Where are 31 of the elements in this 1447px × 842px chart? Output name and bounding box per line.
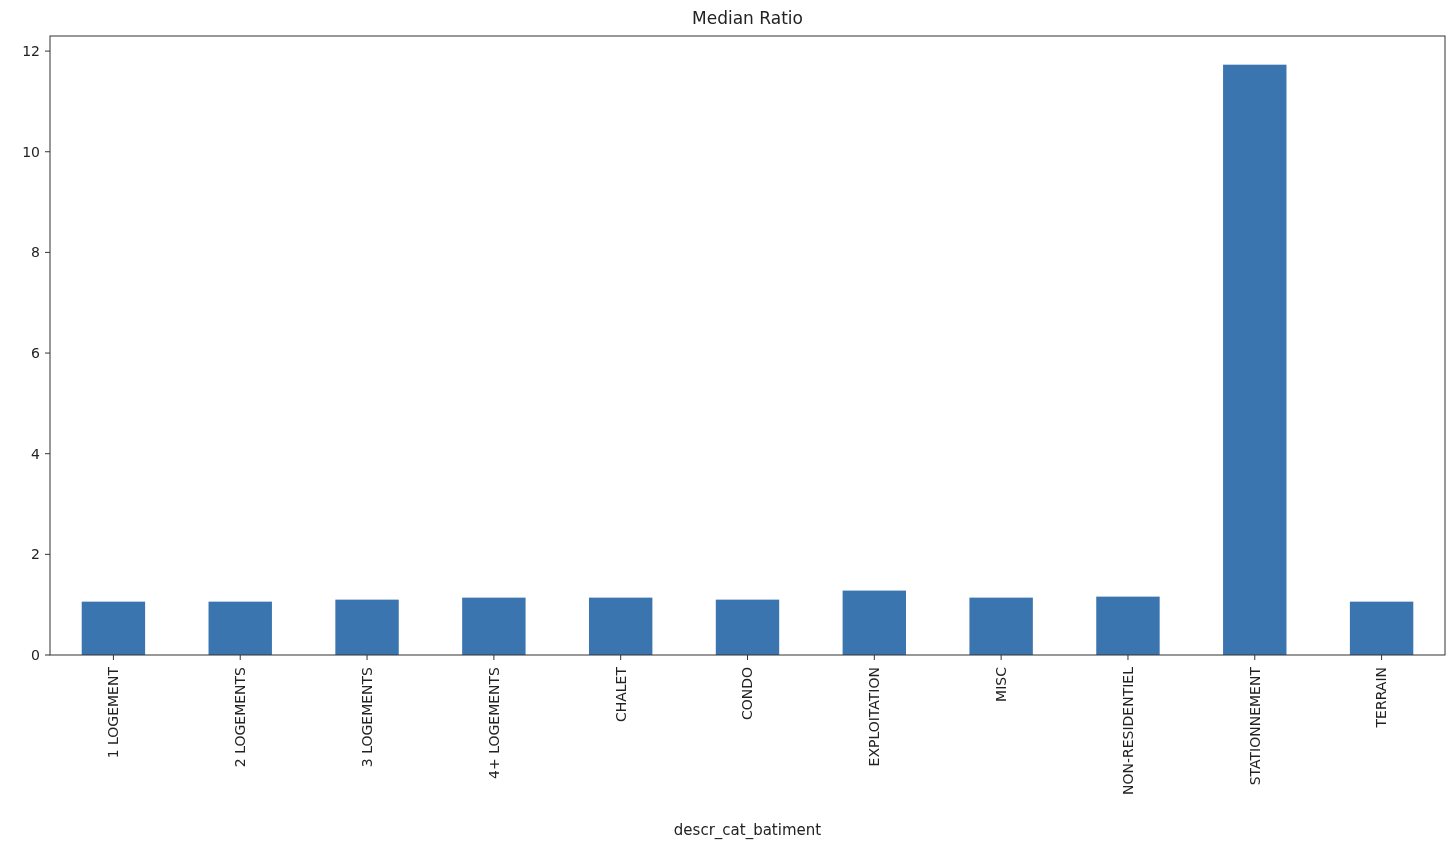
x-tick-label: 4+ LOGEMENTS bbox=[485, 666, 502, 779]
y-tick-label: 6 bbox=[31, 344, 41, 361]
x-tick-label: CHALET bbox=[612, 666, 629, 723]
x-tick-label: 1 LOGEMENT bbox=[105, 666, 122, 759]
bar bbox=[1223, 64, 1287, 655]
x-tick-label: MISC bbox=[993, 666, 1010, 702]
bar bbox=[81, 601, 146, 655]
x-tick-label: CONDO bbox=[739, 667, 756, 721]
x-tick-label: TERRAIN bbox=[1373, 667, 1390, 729]
chart-title: Median Ratio bbox=[692, 8, 803, 28]
x-tick-label: NON-RESIDENTIEL bbox=[1119, 666, 1136, 796]
x-tick-label: EXPLOITATION bbox=[866, 667, 883, 767]
bar bbox=[1349, 601, 1414, 655]
bar bbox=[842, 590, 907, 655]
bar bbox=[715, 599, 780, 655]
y-tick-label: 10 bbox=[22, 143, 40, 160]
x-tick-label: STATIONNEMENT bbox=[1246, 666, 1263, 786]
bar bbox=[335, 599, 399, 655]
x-axis-title: descr_cat_batiment bbox=[673, 821, 822, 840]
y-tick-label: 4 bbox=[31, 445, 41, 462]
y-tick-label: 2 bbox=[31, 546, 40, 563]
x-tick-label: 2 LOGEMENTS bbox=[232, 666, 249, 768]
bar bbox=[462, 597, 526, 655]
y-tick-label: 12 bbox=[22, 43, 40, 59]
x-tick-label: 3 LOGEMENTS bbox=[358, 666, 375, 768]
bar bbox=[1096, 596, 1160, 655]
y-tick-label: 0 bbox=[31, 646, 40, 663]
bar bbox=[588, 597, 653, 655]
y-tick-label: 8 bbox=[31, 244, 40, 261]
bar bbox=[208, 601, 272, 655]
bar bbox=[969, 597, 1033, 655]
